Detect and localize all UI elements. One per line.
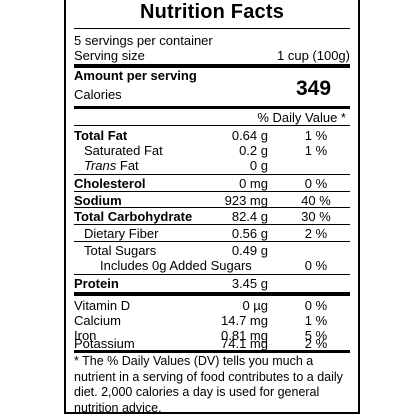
label-title: Nutrition Facts <box>139 1 285 23</box>
nutrient-label: Total Sugars <box>84 243 157 258</box>
nutrient-dv: 0 % <box>304 258 328 273</box>
nutrient-label: Total Fat <box>74 128 128 143</box>
nutrient-row-total-sugars: Total Sugars 0.49 g <box>74 243 350 258</box>
vitamin-row-vitamin-d: Vitamin D 0 µg 0 % <box>74 298 350 313</box>
vitamin-row-iron: Iron 0.81 mg 5 % <box>74 328 350 343</box>
nutrient-row-added-sugars: Includes 0g Added Sugars 0 % <box>74 258 350 273</box>
vitamin-amount: 0 µg <box>242 298 268 313</box>
nutrient-amount: 0.64 g <box>231 128 268 143</box>
vitamin-dv: 0 % <box>304 298 328 313</box>
title-divider <box>74 28 350 29</box>
vitamin-row-potassium: Potassium 74.1 mg 2 % <box>74 336 350 351</box>
nutrient-amount: 0.2 g <box>239 143 268 158</box>
vitamin-label: Calcium <box>74 313 121 328</box>
nutrient-dv: 2 % <box>304 226 328 241</box>
nutrient-dv: 0 % <box>304 176 328 191</box>
cholesterol-divider <box>74 191 350 192</box>
serving-divider-heavy <box>74 64 350 68</box>
calories-divider-heavy <box>74 106 350 109</box>
fat-divider <box>74 174 350 175</box>
serving-size-value: 1 cup (100g) <box>277 48 350 63</box>
nutrient-row-saturated-fat: Saturated Fat 0.2 g 1 % <box>74 143 350 158</box>
vitamin-label: Potassium <box>74 336 135 351</box>
servings-per-container: 5 servings per container <box>74 33 213 48</box>
calories-row: Calories 349 <box>74 78 350 102</box>
vitamin-label: Vitamin D <box>74 298 131 313</box>
nutrient-amount: 0.56 g <box>231 226 268 241</box>
daily-value-footnote: * The % Daily Values (DV) tells you much… <box>74 354 343 415</box>
nutrient-label: Includes 0g Added Sugars <box>100 258 252 273</box>
nutrient-row-dietary-fiber: Dietary Fiber 0.56 g 2 % <box>74 226 350 241</box>
nutrient-label: Sodium <box>74 193 122 208</box>
nutrient-row-total-fat: Total Fat 0.64 g 1 % <box>74 128 350 143</box>
vitamin-amount: 74.1 mg <box>221 336 268 351</box>
vitamin-amount: 14.7 mg <box>221 313 268 328</box>
nutrient-label: Protein <box>74 276 119 291</box>
dv-header-divider <box>74 125 350 126</box>
nutrient-label: Cholesterol <box>74 176 146 191</box>
nutrient-label: Dietary Fiber <box>84 226 159 241</box>
nutrient-row-cholesterol: Cholesterol 0 mg 0 % <box>74 176 350 191</box>
nutrient-row-protein: Protein 3.45 g <box>74 276 350 291</box>
nutrient-label: Total Carbohydrate <box>74 209 193 224</box>
footnote-divider-heavy <box>74 350 350 353</box>
vitamin-label: Iron <box>74 328 97 343</box>
nutrient-dv: 40 % <box>301 193 331 208</box>
trans-suffix: Fat <box>116 158 139 173</box>
nutrient-amount: 923 mg <box>224 193 268 208</box>
protein-divider-heavy <box>74 292 350 296</box>
daily-value-header: % Daily Value * <box>257 110 346 125</box>
amount-per-serving: Amount per serving <box>74 68 197 83</box>
nutrient-amount: 0 g <box>249 158 268 173</box>
carb-divider <box>74 224 350 225</box>
calories-value: 349 <box>296 77 332 100</box>
vitamin-row-calcium: Calcium 14.7 mg 1 % <box>74 313 350 328</box>
nutrient-row-sodium: Sodium 923 mg 40 % <box>74 193 350 208</box>
sugars-divider <box>74 274 350 275</box>
trans-label: Trans <box>84 158 117 173</box>
nutrient-amount: 0 mg <box>239 176 268 191</box>
vitamin-amount: 0.81 mg <box>221 328 268 343</box>
serving-size-label: Serving size <box>74 48 145 63</box>
nutrient-label: Saturated Fat <box>84 143 163 158</box>
serving-size-row: Serving size 1 cup (100g) <box>74 48 350 63</box>
nutrient-row-total-carbohydrate: Total Carbohydrate 82.4 g 30 % <box>74 209 350 224</box>
nutrient-dv: 30 % <box>301 209 331 224</box>
nutrient-row-trans-fat: Trans Fat 0 g <box>74 158 350 173</box>
nutrient-dv: 1 % <box>304 128 328 143</box>
sodium-divider <box>74 207 350 208</box>
calories-label: Calories <box>74 87 122 102</box>
nutrient-amount: 3.45 g <box>231 276 268 291</box>
nutrient-amount: 0.49 g <box>231 243 268 258</box>
nutrient-dv: 1 % <box>304 143 328 158</box>
nutrient-amount: 82.4 g <box>231 209 268 224</box>
fiber-divider <box>74 241 350 242</box>
nutrient-label: Trans Fat <box>74 158 139 173</box>
vitamin-dv: 2 % <box>304 336 328 351</box>
vitamin-dv: 1 % <box>304 313 328 328</box>
vitamin-dv: 5 % <box>304 328 328 343</box>
nutrition-facts-label: Nutrition Facts 5 servings per container… <box>64 0 360 415</box>
